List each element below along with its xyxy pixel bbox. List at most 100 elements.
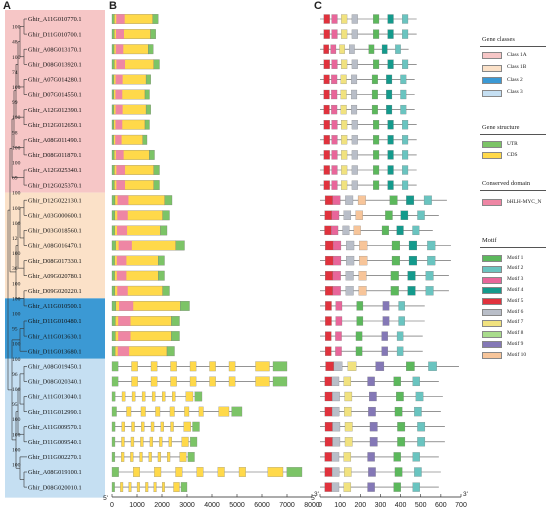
gene-label: Ghir_A11G010770.1 [28,16,81,23]
motif-block [323,104,330,115]
motif-block [408,240,418,251]
legend-title-classes: Gene classes [482,36,515,43]
motif-block [351,14,358,24]
motif-block [387,120,394,130]
exon-block [131,421,135,432]
domain-block [116,180,126,190]
motif-block [387,165,394,175]
motif-block [325,240,334,251]
exon-block [169,406,175,417]
motif-block [351,165,358,175]
motif-block [358,271,367,281]
motif-block [428,361,437,371]
motif-block [381,225,389,236]
exon-block [120,482,124,493]
legend-class-swatch [482,52,502,59]
tick-label: 400 [395,502,407,509]
panel-label-a: A [3,0,11,12]
legend-class-swatch [482,89,502,97]
motif-block [332,286,341,296]
motif-block [371,89,378,100]
utr-block [144,89,150,100]
tick-label: 7000 [279,502,295,509]
gene-label: Ghir_D08G017330.1 [28,258,82,265]
motif-block [323,74,330,85]
motif-block [427,240,436,251]
motif-block [373,180,380,190]
motif-block [394,406,403,417]
utr-block [149,149,155,160]
bootstrap-value: 100 [12,312,21,318]
motif-block [387,135,394,145]
motif-block [331,180,338,190]
utr-block [111,14,115,24]
utr-block [194,391,203,402]
motif-block [386,104,393,115]
utr-block [192,421,200,432]
class-band-1A [5,10,105,193]
domain-block [116,165,126,175]
motif-block [351,104,358,115]
gene-structure-figure: 100 48 100 74 100 99 100 98 100 100 69 100 100 100 12 1… [5,10,468,509]
motif-block [341,165,348,175]
panel-label-b: B [109,0,117,12]
motif-block [393,376,401,387]
utr-block [187,451,195,462]
tick-label: 0 [110,502,114,509]
motif-block [402,180,409,190]
exon-block [111,376,119,387]
exon-block [150,376,158,387]
motif-block [345,286,354,296]
class-backgrounds [5,10,105,498]
utr-block [111,240,116,251]
exon-block [149,436,154,447]
motif-block [351,135,358,145]
motif-block [345,195,354,205]
legend-rule [480,190,546,191]
motif-block [335,331,342,341]
motif-block [387,180,394,190]
utr-block [111,134,114,145]
exon-block [184,406,190,417]
exon-block [183,421,191,432]
utr-block [148,44,154,55]
exon-block [255,361,270,372]
legend-motif-label: Motif 2 [507,265,524,272]
bootstrap-value: 36 [12,266,18,272]
exon-block [148,451,152,462]
exon-block [238,467,246,477]
utr-block [158,255,165,266]
gene-label: Ghir_A08G019450.1 [28,364,82,371]
motif-block [343,452,352,462]
motif-block [373,120,380,130]
domain-block [116,14,125,24]
motif-block [382,316,390,326]
domain-block [115,135,122,145]
motif-block [343,376,352,387]
motif-block [331,59,338,69]
exon-block [170,361,177,372]
utr-block [145,104,151,115]
motif-block [396,346,404,356]
tick-label: 6000 [254,502,270,509]
exon-block [126,406,132,417]
motif-block [331,135,338,145]
motif-block [417,210,425,220]
motif-block [381,346,388,356]
exon-block [133,467,140,477]
domain-block [118,331,131,341]
motif-block [344,422,353,432]
exon-block [161,482,165,493]
motif-block [341,59,348,69]
motif-block [333,361,343,371]
exon-block [136,482,140,493]
motif-block [325,316,332,326]
bootstrap-value: 99 [12,100,18,106]
tick-label: 700 [455,502,467,509]
utr-block [111,119,115,130]
motif-block [344,437,353,447]
exon-block [145,482,149,493]
gene-structure-panel [111,14,303,493]
gene-label: Ghir_D11G009540.1 [28,439,81,446]
